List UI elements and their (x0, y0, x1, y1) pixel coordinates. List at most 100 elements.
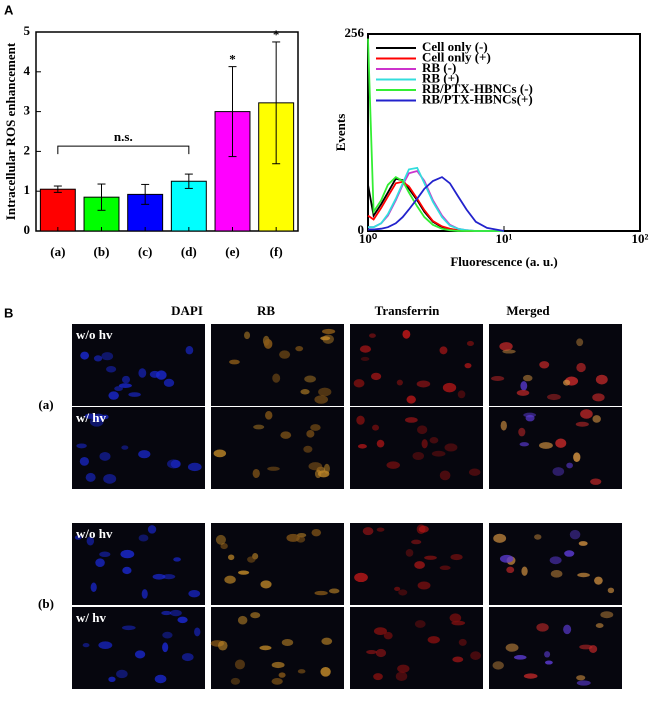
cell (607, 587, 615, 594)
y-tick-label: 256 (345, 25, 365, 40)
cell (523, 673, 538, 679)
bracket (57, 145, 190, 155)
cell (321, 328, 336, 335)
micrograph (489, 407, 622, 489)
x-tick-label: (c) (138, 244, 152, 259)
cell (539, 361, 550, 369)
annotation: * (273, 27, 280, 42)
micrograph (211, 607, 344, 689)
x-tick-label: (e) (225, 244, 239, 259)
cell (120, 549, 135, 559)
row-label: (a) (38, 397, 53, 412)
cell (154, 674, 167, 684)
bar (170, 180, 207, 232)
cell (439, 346, 448, 355)
cell (306, 429, 315, 438)
cell (152, 573, 166, 580)
condition-label: w/ hv (76, 410, 106, 425)
cell (516, 389, 530, 396)
cell (357, 444, 367, 449)
cell (404, 417, 418, 423)
cell (278, 672, 286, 678)
cell (173, 557, 181, 562)
error-bar (97, 183, 106, 211)
series-line (368, 166, 504, 232)
cell (539, 442, 553, 449)
cell (470, 651, 481, 660)
cell (122, 566, 132, 575)
cell (138, 534, 149, 542)
cell (322, 334, 334, 344)
cell (244, 331, 251, 340)
cell (499, 342, 513, 351)
y-tick-label: 0 (24, 222, 31, 237)
cell (563, 379, 571, 386)
cell (499, 554, 514, 563)
row-label: (b) (38, 596, 54, 611)
cell (366, 650, 377, 655)
cell (320, 666, 331, 677)
cell (224, 575, 236, 584)
cell (550, 570, 563, 578)
cell (417, 581, 431, 590)
column-header: Merged (506, 303, 550, 318)
cell (213, 449, 227, 458)
cell (418, 525, 429, 533)
cell (563, 624, 572, 635)
cell (279, 350, 291, 359)
column-header: Transferrin (375, 303, 441, 318)
cell (580, 409, 593, 419)
cell (99, 451, 111, 461)
x-tick-label: (d) (181, 244, 197, 259)
cell (520, 381, 528, 391)
cell (329, 588, 340, 594)
cell (493, 533, 507, 543)
cell (271, 678, 283, 685)
cell (116, 669, 128, 679)
cell (555, 438, 567, 448)
cell (95, 558, 105, 567)
cell (134, 650, 146, 659)
cell (376, 527, 385, 532)
cell (552, 467, 565, 476)
cell (569, 529, 581, 540)
legend-label: Cell only (+) (422, 49, 491, 64)
cell (296, 535, 306, 543)
cell (297, 669, 306, 674)
column-header: RB (257, 303, 275, 318)
cell (411, 539, 422, 545)
cell (592, 415, 601, 423)
cell (138, 368, 147, 378)
cell (317, 470, 330, 478)
legend-label: RB (+) (422, 70, 459, 85)
cell (314, 395, 329, 404)
cell (414, 561, 425, 569)
cell (99, 551, 111, 558)
cell (451, 620, 466, 626)
cell (263, 338, 273, 349)
y-axis-label: Events (333, 114, 348, 152)
cell (252, 468, 260, 479)
cell (362, 527, 374, 536)
cell (281, 638, 294, 647)
cell (406, 395, 416, 404)
cell (103, 473, 117, 484)
cell (421, 439, 428, 449)
panel-label: B (4, 305, 13, 320)
cell (405, 548, 414, 557)
cell (573, 452, 581, 462)
micrograph (72, 324, 205, 406)
condition-label: w/ hv (76, 610, 106, 625)
cell (414, 620, 426, 628)
error-bar (228, 66, 237, 158)
x-tick-label: (b) (94, 244, 110, 259)
cell (397, 664, 410, 673)
cell (356, 415, 365, 425)
cell (354, 572, 368, 583)
cell (227, 554, 235, 561)
cell (300, 389, 310, 395)
cell (161, 610, 172, 616)
cell (265, 411, 273, 420)
cell (187, 462, 202, 472)
